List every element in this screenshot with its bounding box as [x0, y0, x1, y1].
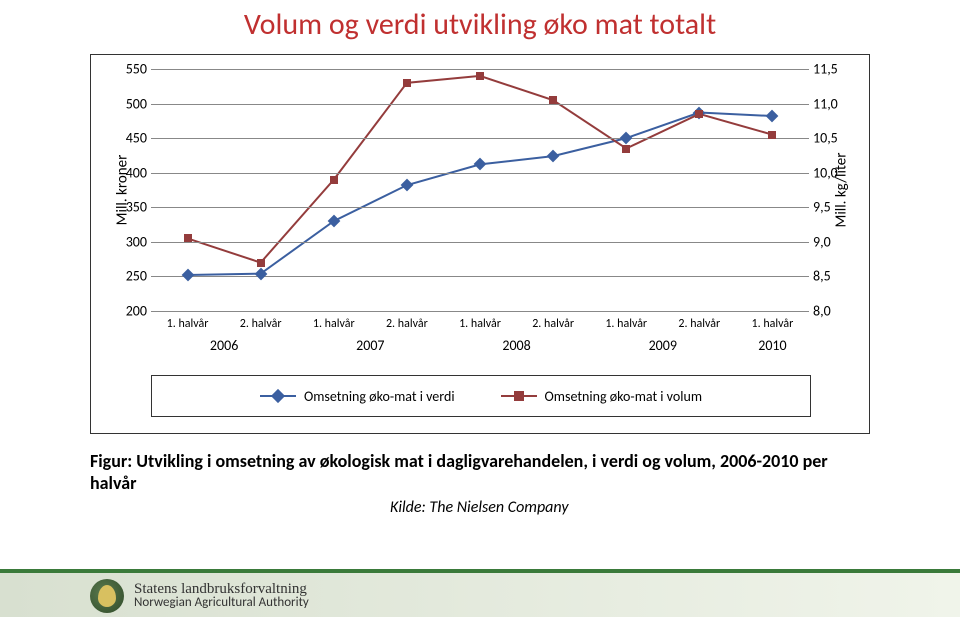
- x-minor-label: 2. halvår: [532, 317, 574, 331]
- data-point: [695, 110, 703, 118]
- legend-label-verdi: Omsetning øko-mat i verdi: [304, 388, 455, 405]
- legend-item-verdi: Omsetning øko-mat i verdi: [260, 388, 455, 405]
- y2-tick-label: 11,5: [813, 61, 843, 78]
- y2-tick-label: 10,5: [813, 130, 843, 147]
- x-major-label: 2006: [210, 337, 238, 354]
- y1-tick-label: 350: [119, 199, 147, 216]
- x-minor-label: 1. halvår: [167, 317, 209, 331]
- x-axis-minor-labels: 1. halvår 2. halvår 1. halvår 2. halvår 1. h…: [151, 317, 809, 333]
- legend: Omsetning øko-mat i verdi Omsetning øko-…: [151, 375, 811, 417]
- y1-tick-label: 550: [119, 61, 147, 78]
- x-minor-label: 1. halvår: [459, 317, 501, 331]
- y1-tick-label: 250: [119, 268, 147, 285]
- data-point: [184, 234, 192, 242]
- y2-tick-label: 10,0: [813, 164, 843, 181]
- x-major-label: 2008: [502, 337, 530, 354]
- x-minor-label: 1. halvår: [752, 317, 794, 331]
- x-minor-label: 1. halvår: [605, 317, 647, 331]
- org-logo: Statens landbruksforvaltning Norwegian A…: [90, 579, 309, 613]
- caption-source: Kilde: The Nielsen Company: [90, 498, 860, 517]
- data-point: [549, 96, 557, 104]
- data-point: [330, 176, 338, 184]
- crest-icon: [90, 579, 124, 613]
- data-point: [622, 145, 630, 153]
- x-major-label: 2007: [356, 337, 384, 354]
- org-name-no: Statens landbruksforvaltning: [134, 582, 309, 596]
- y2-tick-label: 9,5: [813, 199, 843, 216]
- data-point: [476, 72, 484, 80]
- chart-svg: [151, 69, 809, 311]
- legend-item-volum: Omsetning øko-mat i volum: [501, 388, 702, 405]
- chart-frame: Mill. kroner Mill. kg/liter 2008,02508,5…: [90, 54, 870, 434]
- chart-title: Volum og verdi utvikling øko mat totalt: [0, 0, 960, 43]
- data-point: [403, 79, 411, 87]
- legend-marker-verdi: [260, 395, 296, 397]
- x-minor-label: 2. halvår: [678, 317, 720, 331]
- legend-marker-volum: [501, 395, 537, 397]
- y2-tick-label: 9,0: [813, 233, 843, 250]
- data-point: [768, 131, 776, 139]
- x-minor-label: 2. halvår: [386, 317, 428, 331]
- y2-tick-label: 8,5: [813, 268, 843, 285]
- x-axis-major-labels: 2006 2007 2008 2009 2010: [151, 337, 809, 357]
- x-minor-label: 2. halvår: [240, 317, 282, 331]
- x-major-label: 2010: [758, 337, 786, 354]
- x-major-label: 2009: [649, 337, 677, 354]
- slide: Volum og verdi utvikling øko mat totalt …: [0, 0, 960, 643]
- plot-area: Mill. kroner Mill. kg/liter 2008,02508,5…: [151, 69, 809, 311]
- data-point: [257, 259, 265, 267]
- y2-tick-label: 8,0: [813, 303, 843, 320]
- caption: Figur: Utvikling i omsetning av økologis…: [90, 450, 860, 517]
- y1-tick-label: 450: [119, 130, 147, 147]
- y2-tick-label: 11,0: [813, 95, 843, 112]
- legend-label-volum: Omsetning øko-mat i volum: [545, 388, 702, 405]
- x-minor-label: 1. halvår: [313, 317, 355, 331]
- org-name: Statens landbruksforvaltning Norwegian A…: [134, 582, 309, 610]
- y1-tick-label: 400: [119, 164, 147, 181]
- y1-tick-label: 300: [119, 233, 147, 250]
- y1-tick-label: 500: [119, 95, 147, 112]
- y1-tick-label: 200: [119, 303, 147, 320]
- org-name-en: Norwegian Agricultural Authority: [134, 596, 309, 610]
- caption-bold: Figur: Utvikling i omsetning av økologis…: [90, 450, 860, 494]
